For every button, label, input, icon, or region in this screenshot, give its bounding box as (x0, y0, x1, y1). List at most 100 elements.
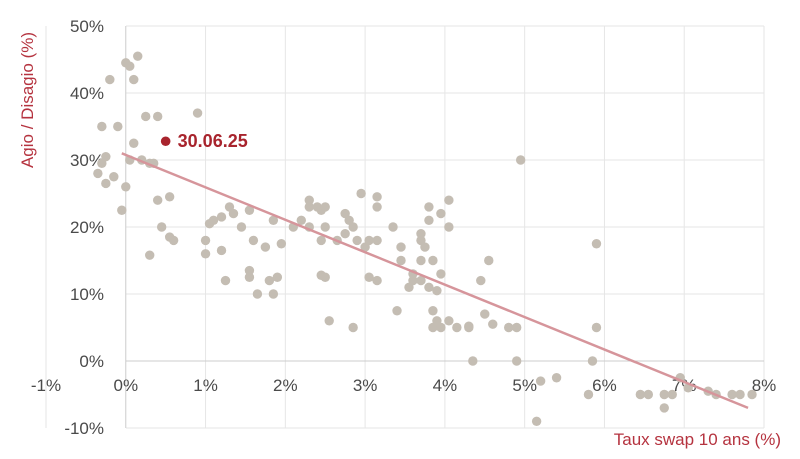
data-point (727, 389, 737, 400)
data-point (396, 255, 406, 266)
data-point (392, 306, 402, 316)
data-point (531, 416, 542, 426)
x-tick-label: 0% (113, 376, 138, 395)
data-point (152, 111, 163, 122)
data-point (747, 389, 757, 400)
data-point (97, 121, 107, 132)
data-point (416, 275, 426, 286)
data-point (424, 215, 434, 225)
axes (125, 26, 764, 428)
y-tick-label: 10% (70, 285, 104, 304)
data-point (248, 235, 259, 246)
data-point (587, 356, 598, 366)
data-point (260, 242, 271, 252)
data-point (244, 272, 255, 282)
data-point (348, 222, 358, 232)
data-point (364, 235, 374, 246)
data-point (304, 202, 314, 212)
data-point (236, 222, 247, 232)
data-point (511, 356, 522, 366)
x-tick-labels: -1%0%1%2%3%4%5%6%7%8% (31, 376, 776, 395)
data-point (476, 275, 486, 286)
data-point (535, 376, 546, 386)
data-point (352, 235, 362, 246)
data-point (141, 111, 151, 122)
data-point (436, 322, 446, 333)
data-point (667, 389, 677, 400)
data-point (200, 249, 211, 259)
data-point (268, 289, 279, 299)
data-point (444, 222, 454, 232)
data-point (635, 389, 646, 400)
data-point (416, 229, 426, 239)
data-point (133, 51, 143, 61)
data-point (220, 275, 231, 286)
data-point (591, 322, 602, 333)
data-point (164, 192, 175, 202)
data-point (216, 245, 227, 256)
data-point (408, 275, 418, 286)
data-point (480, 309, 490, 319)
y-tick-label: -10% (64, 419, 104, 438)
data-point (296, 215, 306, 225)
data-point (125, 61, 135, 71)
data-point (320, 272, 330, 282)
data-point (484, 255, 494, 266)
data-point (420, 242, 430, 252)
data-point (129, 138, 139, 148)
data-point (97, 158, 107, 169)
data-point (121, 182, 131, 192)
data-point (428, 255, 438, 266)
data-point (452, 322, 462, 333)
x-tick-label: -1% (31, 376, 61, 395)
x-tick-label: 6% (592, 376, 617, 395)
highlight-label: 30.06.25 (178, 131, 248, 151)
data-point (156, 222, 167, 232)
data-point (551, 373, 562, 383)
data-point (101, 178, 111, 189)
y-tick-label: 50% (70, 17, 104, 36)
data-point (252, 289, 263, 299)
y-tick-label: 0% (79, 352, 104, 371)
data-point (356, 188, 366, 199)
data-point (504, 322, 514, 333)
highlight-group: 30.06.25 (160, 131, 248, 151)
x-tick-label: 3% (353, 376, 378, 395)
highlight-point (160, 136, 171, 147)
data-point (428, 306, 438, 316)
data-point (200, 235, 211, 246)
data-point (324, 316, 334, 326)
y-axis-label: Agio / Disagio (%) (18, 32, 37, 168)
data-point (152, 195, 163, 205)
data-point (436, 269, 446, 279)
y-tick-label: 20% (70, 218, 104, 237)
data-point (436, 208, 446, 219)
data-point (372, 202, 382, 212)
data-point (168, 235, 179, 246)
data-point (515, 155, 526, 165)
data-point (511, 322, 522, 333)
data-point (304, 195, 314, 205)
data-point (643, 389, 654, 400)
data-point (208, 215, 219, 225)
y-tick-labels: -10% 0% 10% 20% 30% 40% 50% (64, 17, 104, 438)
data-point (113, 121, 123, 132)
data-point (488, 319, 498, 329)
data-point (320, 222, 330, 232)
data-point (93, 168, 103, 179)
data-point (316, 235, 326, 246)
x-tick-label: 8% (752, 376, 777, 395)
data-point (340, 229, 350, 239)
data-point (468, 356, 478, 366)
data-point (320, 202, 330, 212)
data-point (372, 192, 382, 202)
data-point (192, 108, 203, 118)
data-point (591, 239, 602, 249)
data-point (396, 242, 406, 252)
data-point (464, 322, 474, 333)
data-point (348, 322, 358, 333)
data-point (216, 212, 227, 222)
data-point (145, 250, 155, 260)
data-point (424, 202, 434, 212)
